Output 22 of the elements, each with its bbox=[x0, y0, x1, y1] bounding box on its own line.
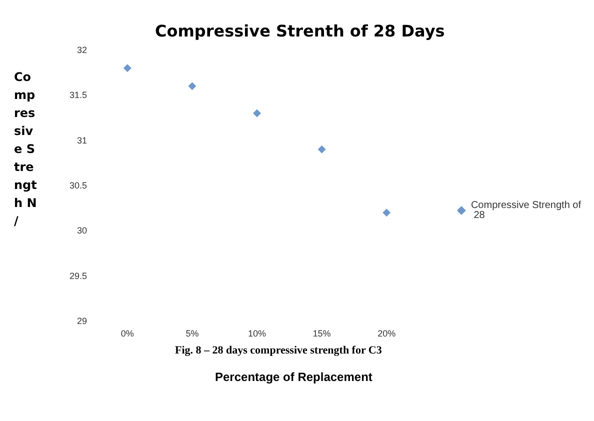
x-tick-label: 5% bbox=[186, 328, 199, 338]
point bbox=[318, 145, 326, 154]
x-tick-label: 0% bbox=[120, 328, 134, 338]
point bbox=[382, 208, 391, 217]
y-tick-label: 30 bbox=[76, 226, 87, 236]
y-tick-label: 32 bbox=[76, 45, 87, 55]
legend-label: Compressive Strength of 28 bbox=[470, 200, 582, 221]
y-tick-label: 30.5 bbox=[69, 180, 87, 190]
y-tick-label: 31 bbox=[76, 135, 87, 146]
y-tick-label: 31.5 bbox=[69, 90, 87, 100]
point bbox=[253, 109, 261, 118]
caption: Fig. 8 – 28 days compressive strength for C3 bbox=[175, 344, 382, 356]
point bbox=[188, 82, 196, 90]
text: Compressive Strength N/ bbox=[14, 70, 37, 228]
x-tick-label: 15% bbox=[312, 328, 331, 338]
x-tick-label: 20% bbox=[378, 328, 396, 338]
chart-title: Compressive Strenth of 28 Days bbox=[155, 22, 445, 40]
y-tick-label: 29.5 bbox=[69, 270, 87, 281]
point bbox=[123, 64, 132, 72]
y-tick-label: 29 bbox=[76, 316, 87, 326]
x-axis-title: Percentage of Replacement bbox=[215, 370, 372, 384]
x-tick-label: 10% bbox=[248, 328, 266, 338]
